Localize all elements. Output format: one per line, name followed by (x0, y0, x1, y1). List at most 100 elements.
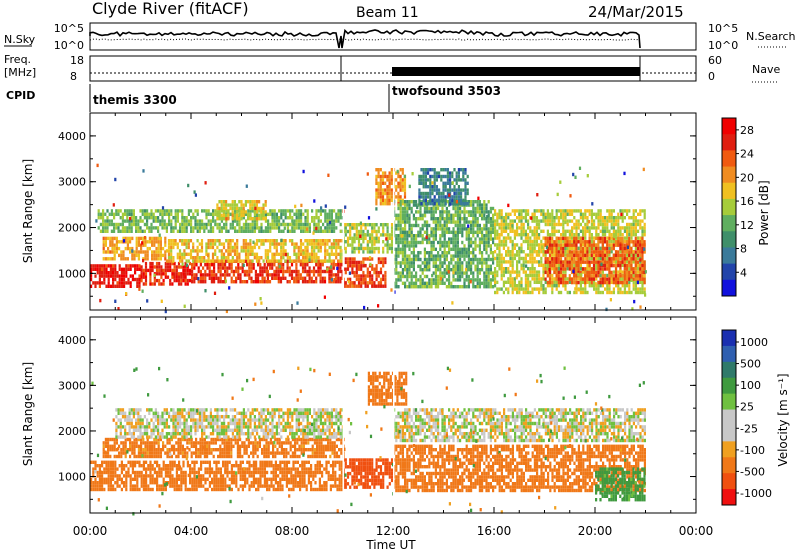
power-cell (522, 270, 525, 274)
power-cell (575, 209, 578, 213)
power-cell (449, 185, 452, 189)
power-cell (284, 216, 287, 220)
power-cell (621, 274, 624, 278)
power-cell (509, 226, 512, 230)
power-cell (127, 281, 130, 285)
power-cell (529, 273, 532, 278)
power-cell (160, 268, 163, 273)
power-cell (306, 209, 309, 213)
power-cell (302, 242, 305, 246)
power-cell (612, 243, 615, 247)
power-cell (315, 209, 318, 213)
power-cell (175, 272, 178, 276)
power-cell (451, 171, 454, 175)
power-cell (529, 284, 532, 288)
power-cell (106, 209, 109, 213)
power-cell (437, 217, 440, 221)
power-cell (238, 259, 241, 263)
power-cell (251, 206, 254, 211)
power-cell (401, 227, 404, 231)
power-cell (244, 249, 248, 253)
power-cell (255, 242, 259, 246)
power-cell (463, 257, 466, 262)
power-cell (390, 174, 393, 179)
power-cell (453, 178, 456, 182)
power-cell (461, 268, 464, 272)
power-cell (518, 280, 521, 284)
power-cell (371, 233, 374, 237)
power-cell (449, 181, 452, 185)
power-cell (404, 237, 407, 241)
power-cell (426, 200, 429, 204)
power-cell (386, 246, 389, 251)
power-cell (443, 251, 446, 255)
power-cell (164, 272, 167, 276)
power-cell (481, 240, 484, 245)
power-cell (406, 237, 409, 241)
power-cell (507, 277, 510, 281)
power-cell (201, 222, 204, 227)
power-cell (461, 230, 464, 234)
power-cell (533, 280, 536, 284)
power-cell (476, 281, 479, 285)
power-cell (492, 254, 495, 258)
power-cell (641, 284, 644, 288)
power-cell (180, 272, 183, 276)
power-cell (443, 237, 446, 241)
power-cell (170, 222, 173, 227)
power-cell (271, 252, 274, 256)
power-cell (395, 227, 398, 231)
power-cell (492, 220, 495, 224)
power-cell (197, 269, 200, 274)
power-cell (229, 222, 232, 227)
power-cell (478, 281, 481, 285)
power-cell (628, 260, 631, 264)
power-cell (185, 252, 188, 256)
power-cell (453, 198, 456, 202)
power-cell (641, 246, 644, 251)
power-cell (360, 260, 363, 265)
power-cell (155, 278, 159, 283)
power-cell (502, 284, 505, 288)
power-cell (399, 206, 402, 211)
power-cell (248, 263, 251, 267)
power-cell (240, 259, 243, 263)
power-cell (277, 269, 280, 274)
power-cell (597, 233, 600, 237)
power-cell (639, 290, 642, 295)
power-cell (478, 203, 481, 207)
power-cell (474, 217, 477, 221)
power-cell (564, 240, 567, 244)
power-cell (440, 191, 443, 196)
power-cell (238, 200, 241, 204)
power-cell (282, 222, 285, 227)
power-cell (109, 284, 112, 288)
power-cell (619, 233, 622, 237)
power-cell (189, 256, 193, 260)
power-cell (542, 284, 545, 288)
power-cell (286, 266, 289, 270)
power-cell (581, 277, 585, 281)
power-cell (390, 240, 394, 244)
power-cell (593, 226, 596, 230)
power-cell (324, 209, 327, 213)
power-cell (419, 217, 422, 221)
power-cell (140, 250, 143, 254)
power-cell (445, 227, 448, 231)
power-cell (450, 220, 453, 224)
power-cell (614, 270, 618, 275)
power-cell (286, 226, 289, 230)
power-cell (399, 213, 402, 217)
power-cell (218, 249, 221, 253)
power-cell (529, 246, 532, 250)
power-cell (230, 276, 233, 280)
power-cell (582, 229, 585, 233)
power-cell (559, 246, 563, 251)
power-cell (564, 253, 567, 257)
power-cell (511, 219, 514, 223)
power-cell (141, 219, 144, 223)
power-cell (254, 276, 257, 280)
power-cell (344, 250, 347, 254)
power-cell (148, 216, 151, 220)
power-cell (266, 280, 269, 284)
